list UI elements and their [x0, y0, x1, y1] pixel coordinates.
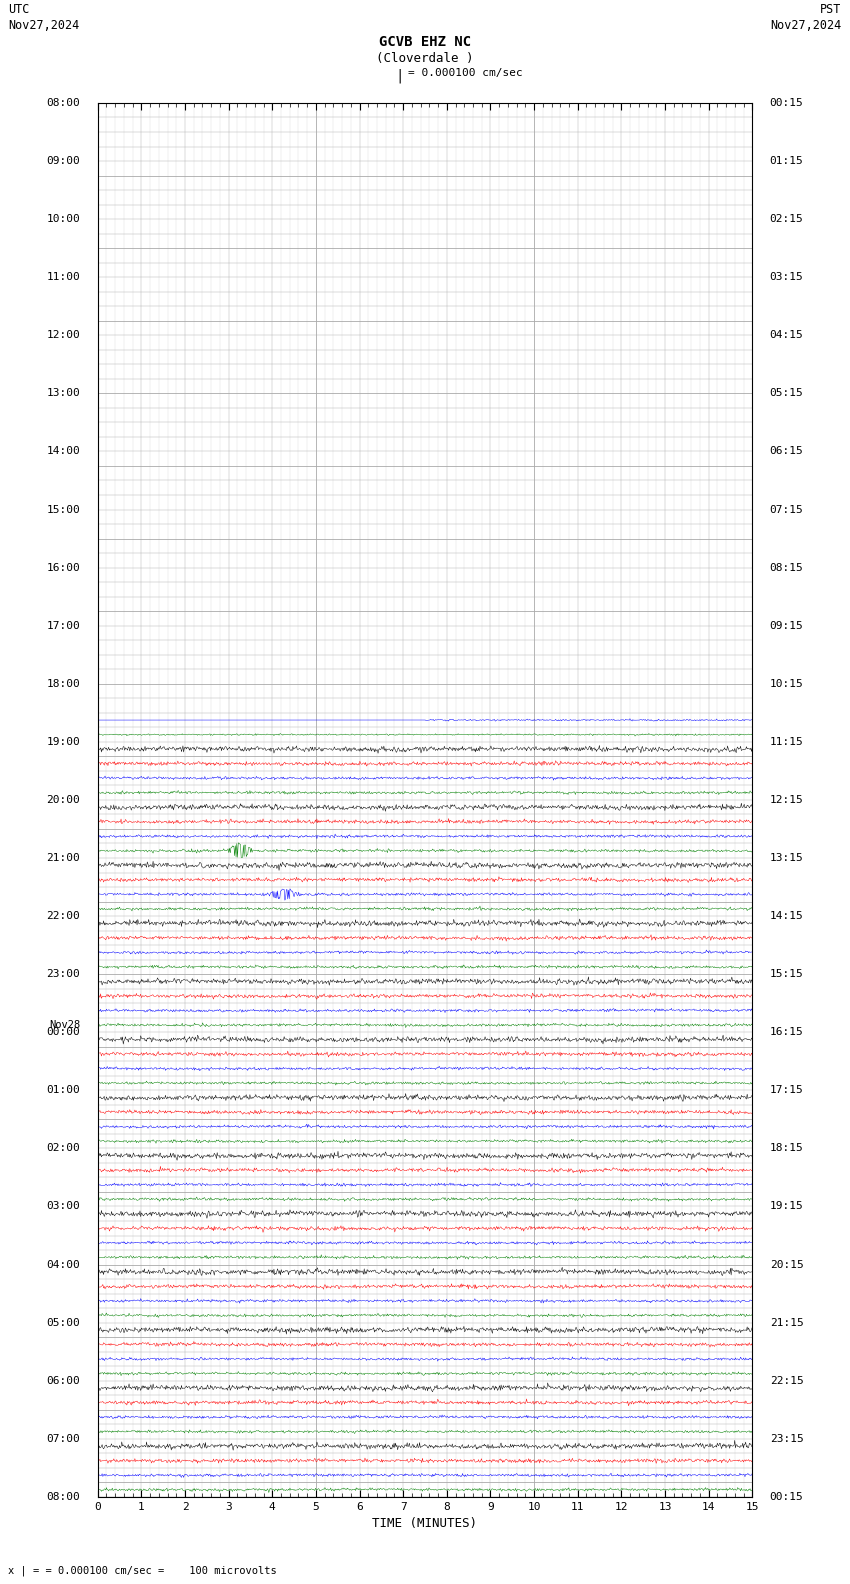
Text: 15:00: 15:00	[47, 505, 80, 515]
Text: 00:15: 00:15	[770, 1492, 803, 1502]
Text: (Cloverdale ): (Cloverdale )	[377, 52, 473, 65]
Text: 23:00: 23:00	[47, 969, 80, 979]
Text: 02:00: 02:00	[47, 1144, 80, 1153]
Text: 09:00: 09:00	[47, 157, 80, 166]
Text: PST: PST	[820, 3, 842, 16]
Text: 09:15: 09:15	[770, 621, 803, 630]
Text: 13:00: 13:00	[47, 388, 80, 398]
Text: 21:15: 21:15	[770, 1318, 803, 1327]
Text: 22:00: 22:00	[47, 911, 80, 920]
Text: 18:00: 18:00	[47, 680, 80, 689]
Text: 15:15: 15:15	[770, 969, 803, 979]
Text: 11:00: 11:00	[47, 272, 80, 282]
Text: 05:15: 05:15	[770, 388, 803, 398]
Text: 23:15: 23:15	[770, 1434, 803, 1443]
Text: 19:00: 19:00	[47, 737, 80, 746]
Text: 19:15: 19:15	[770, 1202, 803, 1212]
Text: 12:15: 12:15	[770, 795, 803, 805]
Text: Nov27,2024: Nov27,2024	[770, 19, 842, 32]
Text: 06:00: 06:00	[47, 1376, 80, 1386]
Text: = 0.000100 cm/sec: = 0.000100 cm/sec	[408, 68, 523, 78]
Text: 03:00: 03:00	[47, 1202, 80, 1212]
Text: 01:00: 01:00	[47, 1085, 80, 1095]
Text: 01:15: 01:15	[770, 157, 803, 166]
Text: 21:00: 21:00	[47, 854, 80, 863]
Text: 22:15: 22:15	[770, 1376, 803, 1386]
Text: 08:00: 08:00	[47, 1492, 80, 1502]
Text: 13:15: 13:15	[770, 854, 803, 863]
Text: x | = = 0.000100 cm/sec =    100 microvolts: x | = = 0.000100 cm/sec = 100 microvolts	[8, 1565, 277, 1576]
Text: 04:00: 04:00	[47, 1259, 80, 1269]
Text: 00:00: 00:00	[47, 1028, 80, 1038]
Text: 04:15: 04:15	[770, 331, 803, 341]
Text: UTC: UTC	[8, 3, 30, 16]
Text: |: |	[395, 68, 404, 82]
Text: Nov28: Nov28	[49, 1020, 80, 1030]
Text: 14:00: 14:00	[47, 447, 80, 456]
Text: 08:15: 08:15	[770, 562, 803, 572]
Text: 18:15: 18:15	[770, 1144, 803, 1153]
Text: 11:15: 11:15	[770, 737, 803, 746]
Text: 06:15: 06:15	[770, 447, 803, 456]
Text: 14:15: 14:15	[770, 911, 803, 920]
Text: 17:00: 17:00	[47, 621, 80, 630]
Text: 08:00: 08:00	[47, 98, 80, 108]
Text: 07:00: 07:00	[47, 1434, 80, 1443]
Text: GCVB EHZ NC: GCVB EHZ NC	[379, 35, 471, 49]
Text: 10:00: 10:00	[47, 214, 80, 223]
Text: 20:15: 20:15	[770, 1259, 803, 1269]
Text: 16:00: 16:00	[47, 562, 80, 572]
Text: 07:15: 07:15	[770, 505, 803, 515]
Text: 00:15: 00:15	[770, 98, 803, 108]
Text: 12:00: 12:00	[47, 331, 80, 341]
Text: 10:15: 10:15	[770, 680, 803, 689]
Text: 02:15: 02:15	[770, 214, 803, 223]
Text: 03:15: 03:15	[770, 272, 803, 282]
Text: 05:00: 05:00	[47, 1318, 80, 1327]
Text: 16:15: 16:15	[770, 1028, 803, 1038]
Text: 20:00: 20:00	[47, 795, 80, 805]
Text: 17:15: 17:15	[770, 1085, 803, 1095]
X-axis label: TIME (MINUTES): TIME (MINUTES)	[372, 1517, 478, 1530]
Text: Nov27,2024: Nov27,2024	[8, 19, 80, 32]
